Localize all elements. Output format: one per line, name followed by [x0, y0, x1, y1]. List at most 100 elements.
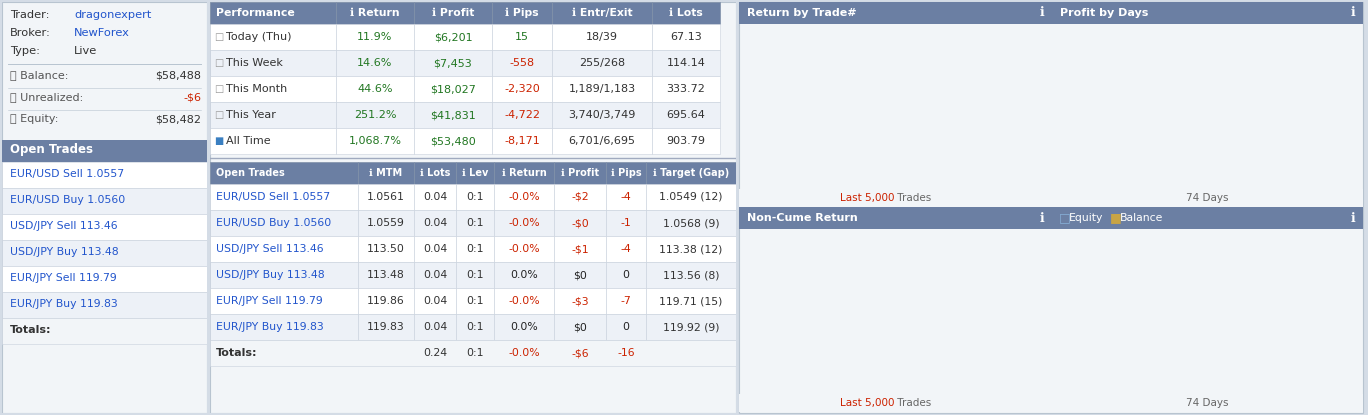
- Point: [818, 132, 840, 138]
- Point: [996, 56, 1018, 62]
- Point: [925, 81, 947, 88]
- Bar: [494, 210, 554, 236]
- Point: [856, 109, 878, 116]
- Point: [850, 112, 871, 118]
- Point: [807, 135, 829, 142]
- Point: [969, 62, 990, 69]
- Point: [737, 174, 759, 181]
- Point: [839, 115, 860, 122]
- Point: [810, 134, 832, 141]
- Point: [748, 169, 770, 176]
- Text: 0:1: 0:1: [466, 296, 484, 306]
- Point: [999, 55, 1021, 61]
- Point: [902, 86, 923, 93]
- Point: [1011, 49, 1033, 56]
- Point: [873, 102, 895, 109]
- Bar: [358, 288, 415, 314]
- Point: [982, 56, 1004, 63]
- Bar: [211, 262, 358, 288]
- Point: [1004, 54, 1026, 60]
- Point: [955, 64, 977, 71]
- Point: [878, 100, 900, 106]
- Point: [866, 105, 888, 112]
- Point: [892, 92, 914, 99]
- Bar: [739, 207, 1052, 229]
- Point: [840, 115, 862, 122]
- Point: [1014, 49, 1036, 56]
- Point: [944, 70, 966, 77]
- Point: [815, 130, 837, 137]
- Point: [780, 155, 802, 162]
- Point: [995, 56, 1016, 63]
- Point: [863, 106, 885, 112]
- Text: 114.14: 114.14: [666, 58, 706, 68]
- Bar: [358, 184, 415, 210]
- Point: [1003, 54, 1025, 60]
- Bar: [358, 162, 415, 184]
- Point: [791, 146, 813, 153]
- Point: [1015, 49, 1037, 55]
- Text: EUR/JPY Buy 119.83: EUR/JPY Buy 119.83: [216, 322, 324, 332]
- Point: [818, 131, 840, 137]
- Point: [1007, 51, 1029, 58]
- Point: [959, 61, 981, 68]
- Point: [865, 106, 886, 112]
- Point: [974, 59, 996, 66]
- Point: [970, 62, 992, 68]
- Point: [1003, 53, 1025, 60]
- Point: [869, 104, 891, 110]
- Point: [938, 73, 960, 79]
- Text: 1.0561: 1.0561: [367, 192, 405, 202]
- Point: [841, 113, 863, 120]
- Point: [848, 112, 870, 119]
- Point: [936, 74, 958, 81]
- Point: [740, 173, 762, 180]
- Point: [741, 172, 763, 178]
- Text: dragonexpert: dragonexpert: [74, 10, 152, 20]
- Bar: [415, 2, 492, 24]
- Point: [1001, 54, 1023, 61]
- Text: ℹ Profit: ℹ Profit: [561, 168, 599, 178]
- Point: [938, 73, 960, 79]
- Text: ■: ■: [213, 136, 223, 146]
- Point: [960, 61, 982, 68]
- Text: 1.0559: 1.0559: [367, 218, 405, 228]
- Point: [944, 71, 966, 77]
- Point: [971, 60, 993, 66]
- Point: [893, 91, 915, 98]
- Point: [910, 83, 932, 90]
- Point: [984, 56, 1005, 62]
- Point: [1012, 50, 1034, 56]
- Text: Trader:: Trader:: [10, 10, 49, 20]
- Point: [885, 96, 907, 103]
- Point: [889, 93, 911, 100]
- Point: [977, 60, 999, 66]
- Bar: [553, 50, 653, 76]
- Point: [912, 83, 934, 89]
- Point: [993, 56, 1015, 62]
- Point: [796, 142, 818, 149]
- Point: [780, 156, 802, 162]
- Point: [739, 173, 761, 180]
- Point: [862, 107, 884, 114]
- Text: ℹ Lots: ℹ Lots: [420, 168, 450, 178]
- Text: ℹ Lev: ℹ Lev: [462, 168, 488, 178]
- Point: [856, 108, 878, 115]
- Point: [951, 66, 973, 73]
- Point: [993, 56, 1015, 62]
- Point: [743, 171, 765, 178]
- Point: [863, 106, 885, 113]
- Point: [777, 156, 799, 163]
- Point: [874, 100, 896, 107]
- Point: [993, 56, 1015, 63]
- Point: [999, 55, 1021, 61]
- Bar: [1, 266, 207, 292]
- Point: [802, 139, 824, 145]
- Point: [1005, 53, 1027, 59]
- Point: [904, 85, 926, 92]
- Point: [785, 152, 807, 159]
- Bar: [415, 162, 456, 184]
- Point: [869, 104, 891, 110]
- Text: 0: 0: [622, 322, 629, 332]
- Point: [885, 96, 907, 103]
